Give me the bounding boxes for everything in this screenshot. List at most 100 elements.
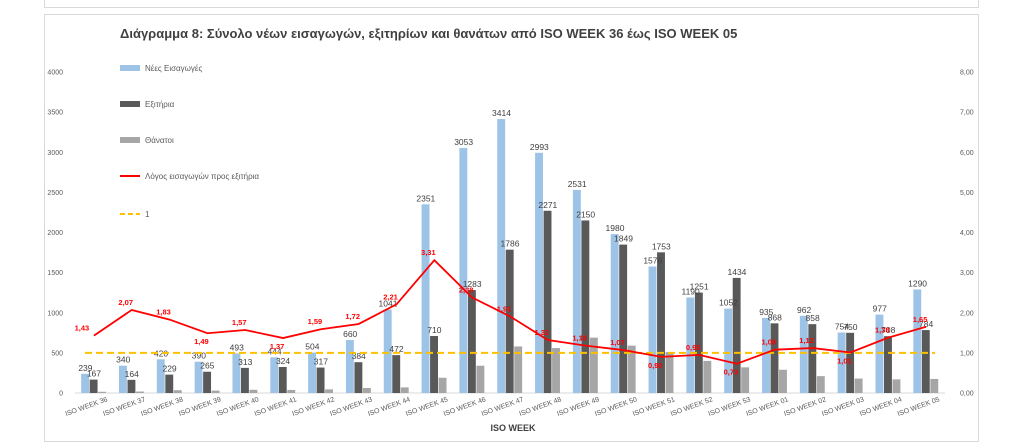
y2-tick-label: 7,00 <box>960 110 974 117</box>
admissions-value-label: 239 <box>78 363 92 373</box>
admissions-bar <box>913 289 922 393</box>
x-tick-label: ISO WEEK 47 <box>481 396 525 418</box>
admissions-value-label: 504 <box>305 342 319 352</box>
y2-tick-label: 6,00 <box>960 150 974 157</box>
y2-tick-label: 8,00 <box>960 70 974 77</box>
y-tick-label: 4000 <box>47 70 63 77</box>
discharges-bar <box>278 366 287 393</box>
admissions-bar <box>232 353 241 393</box>
chart-title: Διάγραμμα 8: Σύνολο νέων εισαγωγών, εξιτ… <box>120 26 738 41</box>
x-tick-label: ISO WEEK 40 <box>216 396 260 418</box>
discharges-value-label: 2271 <box>538 200 557 210</box>
admissions-bar <box>156 359 165 393</box>
discharges-value-label: 784 <box>919 319 933 329</box>
admissions-bar <box>81 373 90 393</box>
ratio-value-label: 1,65 <box>913 315 928 324</box>
admissions-value-label: 444 <box>267 346 281 356</box>
legend-discharges-label: Εξιτήρια <box>145 100 175 109</box>
admissions-value-label: 962 <box>797 305 811 315</box>
deaths-bar <box>703 360 712 393</box>
discharges-value-label: 710 <box>427 325 441 335</box>
deaths-bar <box>741 367 750 393</box>
discharges-value-label: 868 <box>768 312 782 322</box>
deaths-bar <box>211 390 220 393</box>
discharges-bar <box>770 323 779 393</box>
admissions-value-label: 1052 <box>719 298 738 308</box>
discharges-value-label: 708 <box>881 325 895 335</box>
y2-tick-label: 2,00 <box>960 310 974 317</box>
y2-tick-label: 4,00 <box>960 230 974 237</box>
discharges-value-label: 858 <box>806 313 820 323</box>
deaths-bar <box>287 389 296 393</box>
discharges-bar <box>657 252 665 393</box>
discharges-value-label: 472 <box>389 344 403 354</box>
discharges-bar <box>808 324 817 393</box>
ratio-value-label: 0,90 <box>648 361 663 370</box>
y-tick-label: 2000 <box>47 230 63 237</box>
admissions-value-label: 340 <box>116 355 130 365</box>
ratio-value-label: 0,95 <box>686 343 701 352</box>
admissions-value-label: 1290 <box>908 278 927 288</box>
discharges-value-label: 1786 <box>501 239 520 249</box>
ratio-value-label: 1,43 <box>75 324 90 333</box>
x-tick-label: ISO WEEK 48 <box>518 396 562 418</box>
discharges-bar <box>354 362 363 393</box>
admissions-bar <box>308 352 317 393</box>
x-tick-label: ISO WEEK 53 <box>708 396 752 418</box>
ratio-value-label: 1,08 <box>761 338 776 347</box>
admissions-value-label: 493 <box>230 342 244 352</box>
discharges-value-label: 265 <box>200 361 214 371</box>
x-tick-label: ISO WEEK 51 <box>632 396 676 418</box>
deaths-bar <box>400 387 409 393</box>
deaths-bar <box>816 376 825 393</box>
admissions-value-label: 420 <box>154 348 168 358</box>
ratio-value-label: 2,38 <box>459 286 474 295</box>
ratio-value-label: 1,72 <box>345 312 360 321</box>
admissions-bar <box>383 309 392 393</box>
deaths-bar <box>476 365 485 393</box>
deaths-bar <box>779 369 787 393</box>
admissions-value-label: 1980 <box>606 223 625 233</box>
deaths-bar <box>854 378 863 393</box>
admissions-bar <box>686 297 695 393</box>
ratio-value-label: 1,59 <box>308 317 323 326</box>
discharges-value-label: 229 <box>162 364 176 374</box>
legend-admissions-swatch <box>120 65 140 71</box>
x-tick-label: ISO WEEK 37 <box>102 396 146 418</box>
x-tick-label: ISO WEEK 02 <box>783 396 827 418</box>
discharges-value-label: 1849 <box>614 234 633 244</box>
discharges-value-label: 2150 <box>576 209 595 219</box>
y2-tick-label: 3,00 <box>960 270 974 277</box>
deaths-bar <box>249 389 258 393</box>
discharges-bar <box>467 290 476 393</box>
ratio-value-label: 1,91 <box>497 304 512 313</box>
ratio-value-label: 1,32 <box>535 328 550 337</box>
x-tick-label: ISO WEEK 44 <box>367 396 411 418</box>
admissions-bar <box>762 317 770 393</box>
deaths-bar <box>135 391 144 393</box>
deaths-bar <box>930 378 939 393</box>
admissions-value-label: 977 <box>873 304 887 314</box>
discharges-bar <box>732 277 741 393</box>
deaths-bar <box>665 352 674 393</box>
x-tick-label: ISO WEEK 05 <box>897 396 941 418</box>
admissions-bar <box>345 340 354 393</box>
admissions-bar <box>648 266 657 393</box>
admissions-value-label: 2531 <box>568 179 587 189</box>
ratio-line <box>93 258 927 365</box>
admissions-value-label: 2351 <box>416 193 435 203</box>
y2-tick-label: 5,00 <box>960 190 974 197</box>
y-tick-label: 2500 <box>47 190 63 197</box>
y2-tick-label: 0,00 <box>960 391 974 398</box>
ratio-value-label: 1,49 <box>194 337 209 346</box>
admissions-value-label: 2993 <box>530 142 549 152</box>
legend-ratio-label: Λόγος εισαγωγών προς εξιτήρια <box>145 172 259 181</box>
x-tick-label: ISO WEEK 50 <box>594 396 638 418</box>
deaths-bar <box>325 389 334 393</box>
admissions-bar <box>497 119 506 394</box>
admissions-bar <box>421 204 430 393</box>
discharges-value-label: 167 <box>87 369 101 379</box>
deaths-bar <box>552 348 560 393</box>
deaths-bar <box>627 345 636 393</box>
